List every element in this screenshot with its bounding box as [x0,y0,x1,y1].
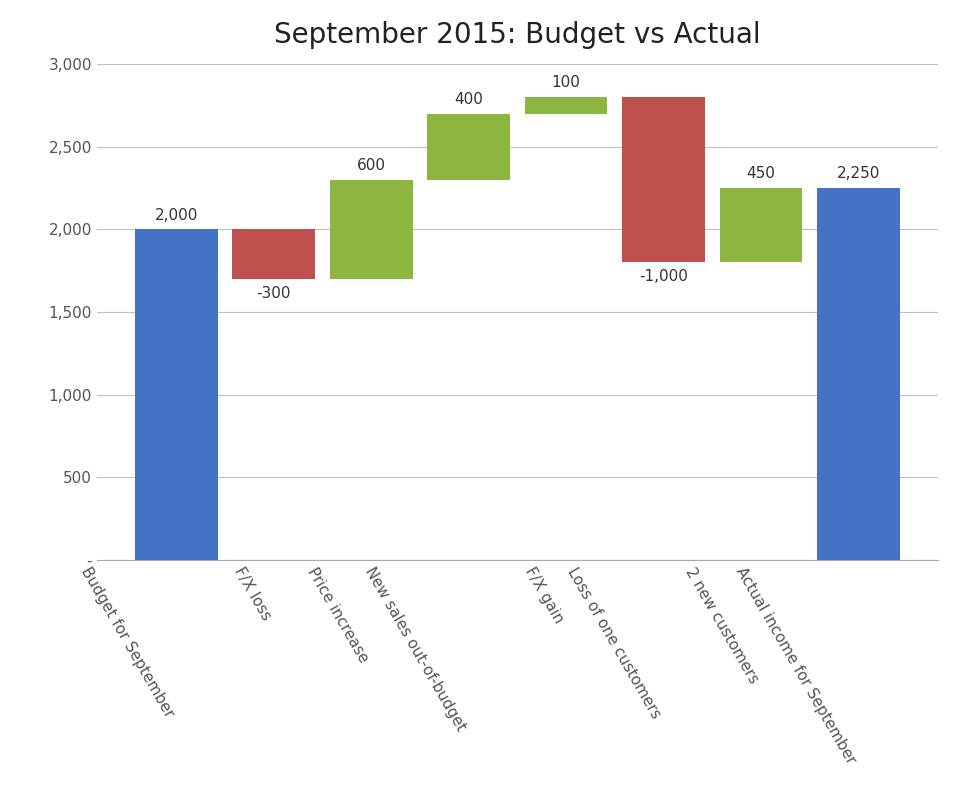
Bar [525,97,607,114]
Bar [427,114,510,180]
Bar [622,97,705,262]
Text: 2,250: 2,250 [836,166,880,182]
Text: 600: 600 [357,158,386,173]
Text: 450: 450 [747,166,776,182]
Title: September 2015: Budget vs Actual: September 2015: Budget vs Actual [274,21,761,49]
Text: 100: 100 [551,75,580,90]
Bar [330,180,413,279]
Text: 2,000: 2,000 [155,208,198,222]
Bar [719,188,803,262]
Bar [135,230,218,560]
Bar [232,230,315,279]
Bar [817,188,899,560]
Text: 400: 400 [454,92,484,107]
Text: -300: -300 [256,286,291,301]
Text: -1,000: -1,000 [639,269,688,284]
